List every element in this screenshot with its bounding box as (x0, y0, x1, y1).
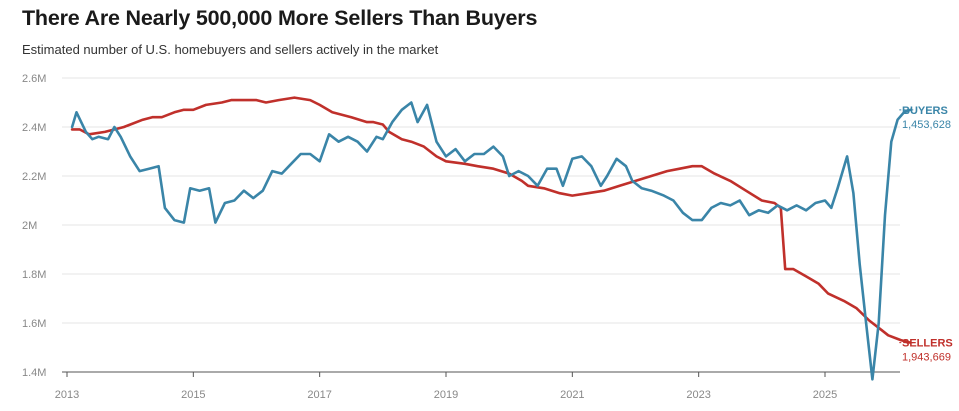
x-tick-label: 2025 (813, 389, 837, 401)
sellers-line (70, 96, 912, 344)
gridlines (62, 77, 900, 324)
x-axis-ticks: 2013 2015 2017 2019 2021 2023 2025 (55, 372, 837, 401)
x-tick-label: 2013 (55, 389, 79, 401)
y-axis-ticks: 1.4M 1.6M 1.8M 2M 2.2M 2.4M 2.6M (22, 73, 46, 379)
buyers-line (70, 101, 912, 381)
x-tick-label: 2015 (181, 389, 205, 401)
sellers-end-label: SELLERS (902, 338, 953, 350)
sellers-end-value: 1,943,669 (902, 352, 951, 364)
x-tick-label: 2021 (560, 389, 584, 401)
y-tick-label: 1.6M (22, 318, 46, 330)
series-lines (70, 96, 912, 381)
buyers-end-label: BUYERS (902, 105, 948, 117)
end-labels: SELLERS 1,943,669 BUYERS 1,453,628 (898, 105, 953, 364)
x-tick-label: 2017 (307, 389, 331, 401)
chart-subtitle: Estimated number of U.S. homebuyers and … (22, 42, 439, 57)
y-tick-label: 2.2M (22, 171, 46, 183)
y-tick-label: 2.6M (22, 73, 46, 85)
y-tick-label: 1.8M (22, 269, 46, 281)
chart-title: There Are Nearly 500,000 More Sellers Th… (22, 6, 538, 30)
y-tick-label: 2.4M (22, 122, 46, 134)
x-tick-label: 2019 (434, 389, 458, 401)
x-tick-label: 2023 (686, 389, 710, 401)
y-tick-label: 2M (22, 220, 37, 232)
buyers-end-value: 1,453,628 (902, 119, 951, 131)
y-tick-label: 1.4M (22, 367, 46, 379)
